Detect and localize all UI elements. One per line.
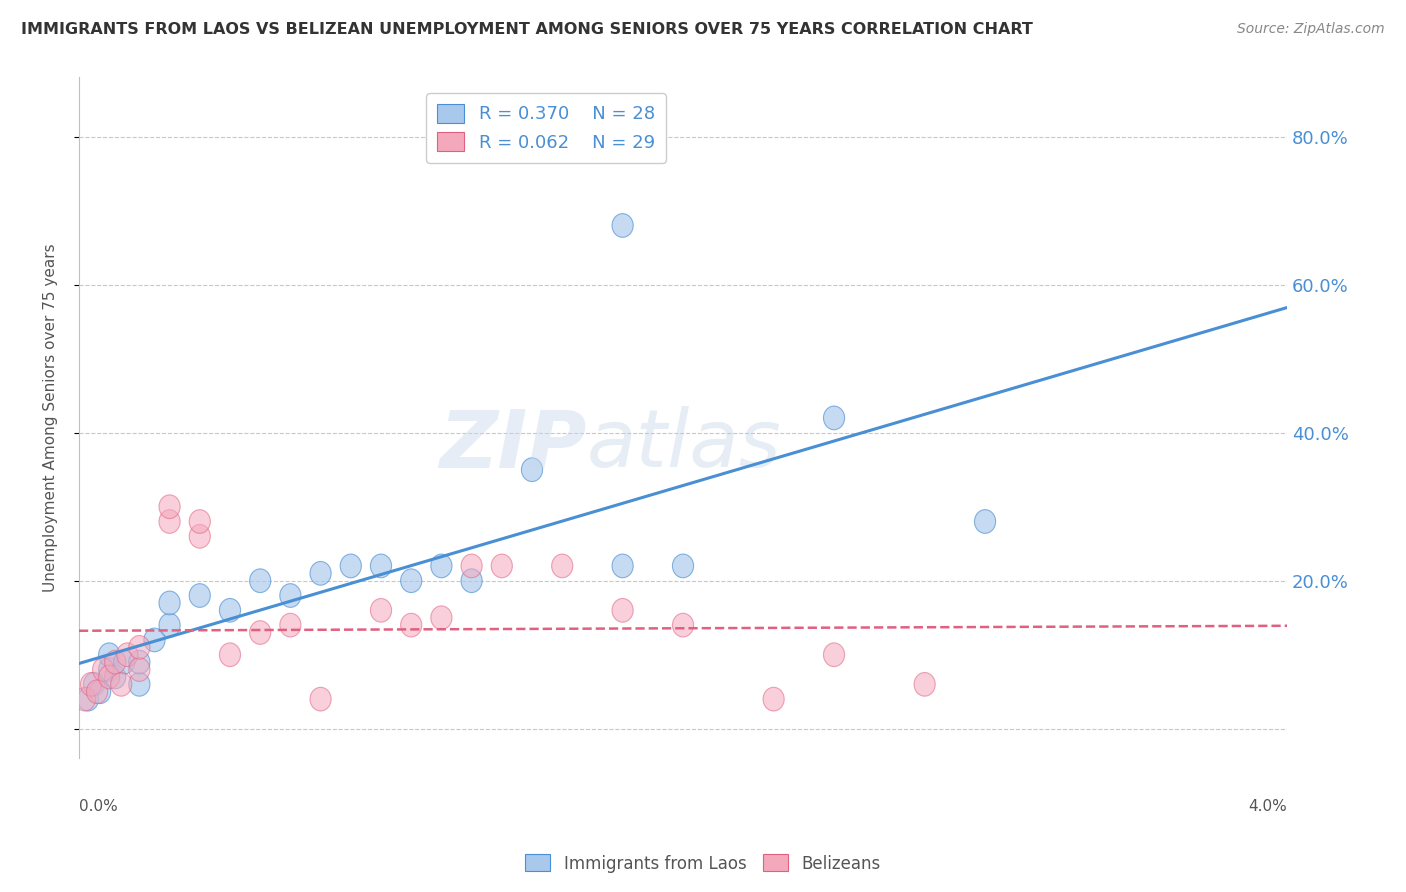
Ellipse shape bbox=[117, 643, 138, 666]
Ellipse shape bbox=[129, 673, 150, 696]
Ellipse shape bbox=[914, 673, 935, 696]
Ellipse shape bbox=[672, 614, 693, 637]
Ellipse shape bbox=[129, 650, 150, 674]
Ellipse shape bbox=[250, 621, 271, 644]
Ellipse shape bbox=[87, 680, 108, 704]
Ellipse shape bbox=[461, 569, 482, 592]
Ellipse shape bbox=[340, 554, 361, 578]
Ellipse shape bbox=[143, 628, 165, 652]
Ellipse shape bbox=[104, 650, 125, 674]
Ellipse shape bbox=[83, 673, 104, 696]
Ellipse shape bbox=[280, 614, 301, 637]
Ellipse shape bbox=[190, 524, 211, 549]
Ellipse shape bbox=[522, 458, 543, 482]
Ellipse shape bbox=[75, 688, 96, 711]
Ellipse shape bbox=[974, 509, 995, 533]
Ellipse shape bbox=[129, 635, 150, 659]
Legend: R = 0.370    N = 28, R = 0.062    N = 29: R = 0.370 N = 28, R = 0.062 N = 29 bbox=[426, 94, 665, 162]
Ellipse shape bbox=[824, 406, 845, 430]
Text: 0.0%: 0.0% bbox=[79, 799, 118, 814]
Ellipse shape bbox=[190, 583, 211, 607]
Ellipse shape bbox=[159, 614, 180, 637]
Ellipse shape bbox=[93, 657, 114, 681]
Ellipse shape bbox=[98, 643, 120, 666]
Text: ZIP: ZIP bbox=[439, 406, 586, 484]
Ellipse shape bbox=[280, 583, 301, 607]
Ellipse shape bbox=[672, 554, 693, 578]
Legend: Immigrants from Laos, Belizeans: Immigrants from Laos, Belizeans bbox=[519, 847, 887, 880]
Ellipse shape bbox=[370, 599, 391, 622]
Ellipse shape bbox=[159, 591, 180, 615]
Ellipse shape bbox=[763, 688, 785, 711]
Ellipse shape bbox=[430, 606, 451, 630]
Ellipse shape bbox=[612, 599, 633, 622]
Ellipse shape bbox=[309, 688, 332, 711]
Ellipse shape bbox=[98, 665, 120, 689]
Ellipse shape bbox=[114, 650, 135, 674]
Ellipse shape bbox=[461, 554, 482, 578]
Ellipse shape bbox=[250, 569, 271, 592]
Ellipse shape bbox=[77, 688, 98, 711]
Ellipse shape bbox=[98, 657, 120, 681]
Ellipse shape bbox=[370, 554, 391, 578]
Ellipse shape bbox=[401, 569, 422, 592]
Ellipse shape bbox=[612, 213, 633, 237]
Text: 4.0%: 4.0% bbox=[1249, 799, 1286, 814]
Text: atlas: atlas bbox=[586, 406, 782, 484]
Ellipse shape bbox=[111, 673, 132, 696]
Ellipse shape bbox=[430, 554, 451, 578]
Ellipse shape bbox=[551, 554, 572, 578]
Text: IMMIGRANTS FROM LAOS VS BELIZEAN UNEMPLOYMENT AMONG SENIORS OVER 75 YEARS CORREL: IMMIGRANTS FROM LAOS VS BELIZEAN UNEMPLO… bbox=[21, 22, 1033, 37]
Ellipse shape bbox=[104, 665, 125, 689]
Ellipse shape bbox=[309, 561, 332, 585]
Y-axis label: Unemployment Among Seniors over 75 years: Unemployment Among Seniors over 75 years bbox=[44, 244, 58, 592]
Ellipse shape bbox=[80, 673, 101, 696]
Ellipse shape bbox=[159, 495, 180, 518]
Ellipse shape bbox=[190, 509, 211, 533]
Ellipse shape bbox=[129, 657, 150, 681]
Ellipse shape bbox=[159, 509, 180, 533]
Ellipse shape bbox=[90, 680, 111, 704]
Ellipse shape bbox=[491, 554, 512, 578]
Ellipse shape bbox=[824, 643, 845, 666]
Ellipse shape bbox=[401, 614, 422, 637]
Ellipse shape bbox=[219, 643, 240, 666]
Ellipse shape bbox=[219, 599, 240, 622]
Ellipse shape bbox=[612, 554, 633, 578]
Text: Source: ZipAtlas.com: Source: ZipAtlas.com bbox=[1237, 22, 1385, 37]
